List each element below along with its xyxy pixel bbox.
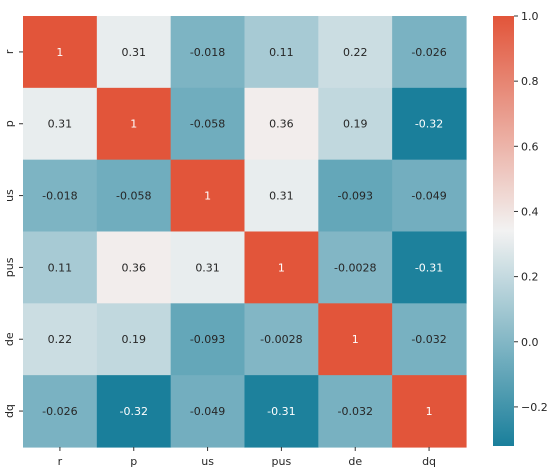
- heatmap-cell-pus-p: [96, 231, 172, 304]
- colorbar-tick-label: 0.8: [521, 75, 539, 88]
- colorbar-tick-label: 0.0: [521, 336, 539, 349]
- cell-value-label: 1: [130, 118, 137, 131]
- cell-value-label: -0.31: [267, 405, 295, 418]
- cell-value-label: -0.093: [190, 333, 225, 346]
- x-tick-label: dq: [422, 455, 436, 468]
- heatmap-cell-us-r: [23, 159, 98, 233]
- cell-value-label: 0.36: [121, 261, 146, 274]
- heatmap-cell-de-r: [23, 303, 98, 376]
- heatmap-cell-dq-dq: [392, 375, 467, 448]
- cell-value-label: 0.11: [48, 261, 73, 274]
- x-tick-label: pus: [272, 455, 292, 468]
- cell-value-label: 0.31: [48, 118, 73, 131]
- cell-value-label: 0.31: [121, 46, 146, 59]
- heatmap-cell-pus-r: [23, 231, 98, 304]
- heatmap-cell-p-r: [23, 87, 98, 161]
- heatmap-cell-us-p: [96, 159, 172, 233]
- cell-value-label: 0.22: [343, 46, 368, 59]
- cell-value-label: -0.018: [42, 190, 77, 203]
- cell-value-label: -0.049: [411, 190, 446, 203]
- heatmap-cell-dq-p: [96, 375, 172, 448]
- x-tick-label: r: [58, 455, 63, 468]
- heatmap-cell-r-us: [170, 16, 246, 89]
- heatmap-cell-pus-pus: [244, 231, 319, 304]
- cell-value-label: 1: [426, 405, 433, 418]
- cell-value-label: 1: [278, 261, 285, 274]
- cell-value-label: 0.31: [269, 190, 294, 203]
- heatmap-cell-p-de: [318, 87, 393, 161]
- heatmap-cell-us-us: [170, 159, 246, 233]
- heatmap-cell-dq-us: [170, 375, 246, 448]
- colorbar-tick-label: 1.0: [521, 10, 539, 23]
- x-tick-label: us: [201, 455, 214, 468]
- y-tick-label: pus: [3, 257, 16, 277]
- heatmap-cell-pus-dq: [392, 231, 467, 304]
- heatmap-cell-de-p: [96, 303, 172, 376]
- colorbar: −0.2 0.0 0.2 0.4 0.6 0.8 1.0: [493, 10, 548, 446]
- cell-value-label: 0.31: [195, 261, 220, 274]
- x-axis-ticks: r p us pus de dq: [58, 446, 436, 468]
- heatmap-cell-r-r: [23, 16, 98, 89]
- cell-value-label: -0.31: [415, 261, 443, 274]
- heatmap-cell-us-dq: [392, 159, 467, 233]
- heatmap-cell-p-p: [96, 87, 172, 161]
- heatmap-cell-p-us: [170, 87, 246, 161]
- cell-value-label: 0.22: [48, 333, 73, 346]
- y-tick-label: p: [3, 120, 16, 127]
- heatmap-cell-de-pus: [244, 303, 319, 376]
- heatmap-cell-r-dq: [392, 16, 467, 89]
- heatmap-cell-pus-de: [318, 231, 393, 304]
- heatmap-cell-us-de: [318, 159, 393, 233]
- cell-value-label: -0.032: [338, 405, 373, 418]
- cell-value-label: -0.026: [42, 405, 77, 418]
- colorbar-tick-label: 0.2: [521, 271, 539, 284]
- cell-value-label: -0.32: [120, 405, 148, 418]
- heatmap-cell-p-pus: [244, 87, 319, 161]
- colorbar-gradient: [493, 16, 514, 446]
- cell-value-label: 1: [352, 333, 359, 346]
- y-tick-label: us: [3, 189, 16, 202]
- cell-value-label: -0.049: [190, 405, 225, 418]
- heatmap-cell-r-de: [318, 16, 393, 89]
- heatmap-cell-r-p: [96, 16, 172, 89]
- cell-value-label: -0.32: [415, 118, 443, 131]
- y-tick-label: dq: [3, 404, 16, 418]
- heatmap-cell-dq-de: [318, 375, 393, 448]
- y-tick-label: de: [3, 332, 16, 346]
- cell-value-label: 0.36: [269, 118, 294, 131]
- cell-value-label: -0.093: [338, 190, 373, 203]
- heatmap-cell-dq-r: [23, 375, 98, 448]
- heatmap-cell-p-dq: [392, 87, 467, 161]
- cell-value-label: -0.058: [190, 118, 225, 131]
- cell-value-label: -0.0028: [260, 333, 302, 346]
- heatmap-cell-de-us: [170, 303, 246, 376]
- cell-value-label: -0.058: [116, 190, 151, 203]
- cell-value-label: 0.11: [269, 46, 294, 59]
- cell-value-label: -0.032: [411, 333, 446, 346]
- cell-value-label: -0.0028: [334, 261, 376, 274]
- colorbar-tick-label: 0.6: [521, 140, 539, 153]
- heatmap-cells: 1 0.31 -0.018 0.11 0.22 -0.026 0.31 1 -0.058 0.36…: [23, 16, 467, 448]
- x-tick-label: de: [348, 455, 362, 468]
- cell-value-label: 0.19: [343, 118, 368, 131]
- cell-value-label: 1: [204, 190, 211, 203]
- cell-value-label: 1: [56, 46, 63, 59]
- heatmap-cell-de-dq: [392, 303, 467, 376]
- colorbar-tick-label: 0.4: [521, 205, 539, 218]
- cell-value-label: -0.026: [411, 46, 446, 59]
- heatmap-cell-r-pus: [244, 16, 319, 89]
- x-tick-label: p: [130, 455, 137, 468]
- colorbar-tick-label: −0.2: [521, 401, 548, 414]
- y-tick-label: r: [3, 49, 16, 54]
- heatmap-cell-pus-us: [170, 231, 246, 304]
- cell-value-label: -0.018: [190, 46, 225, 59]
- heatmap-cell-dq-pus: [244, 375, 319, 448]
- heatmap-cell-de-de: [318, 303, 393, 376]
- cell-value-label: 0.19: [121, 333, 146, 346]
- heatmap-cell-us-pus: [244, 159, 319, 233]
